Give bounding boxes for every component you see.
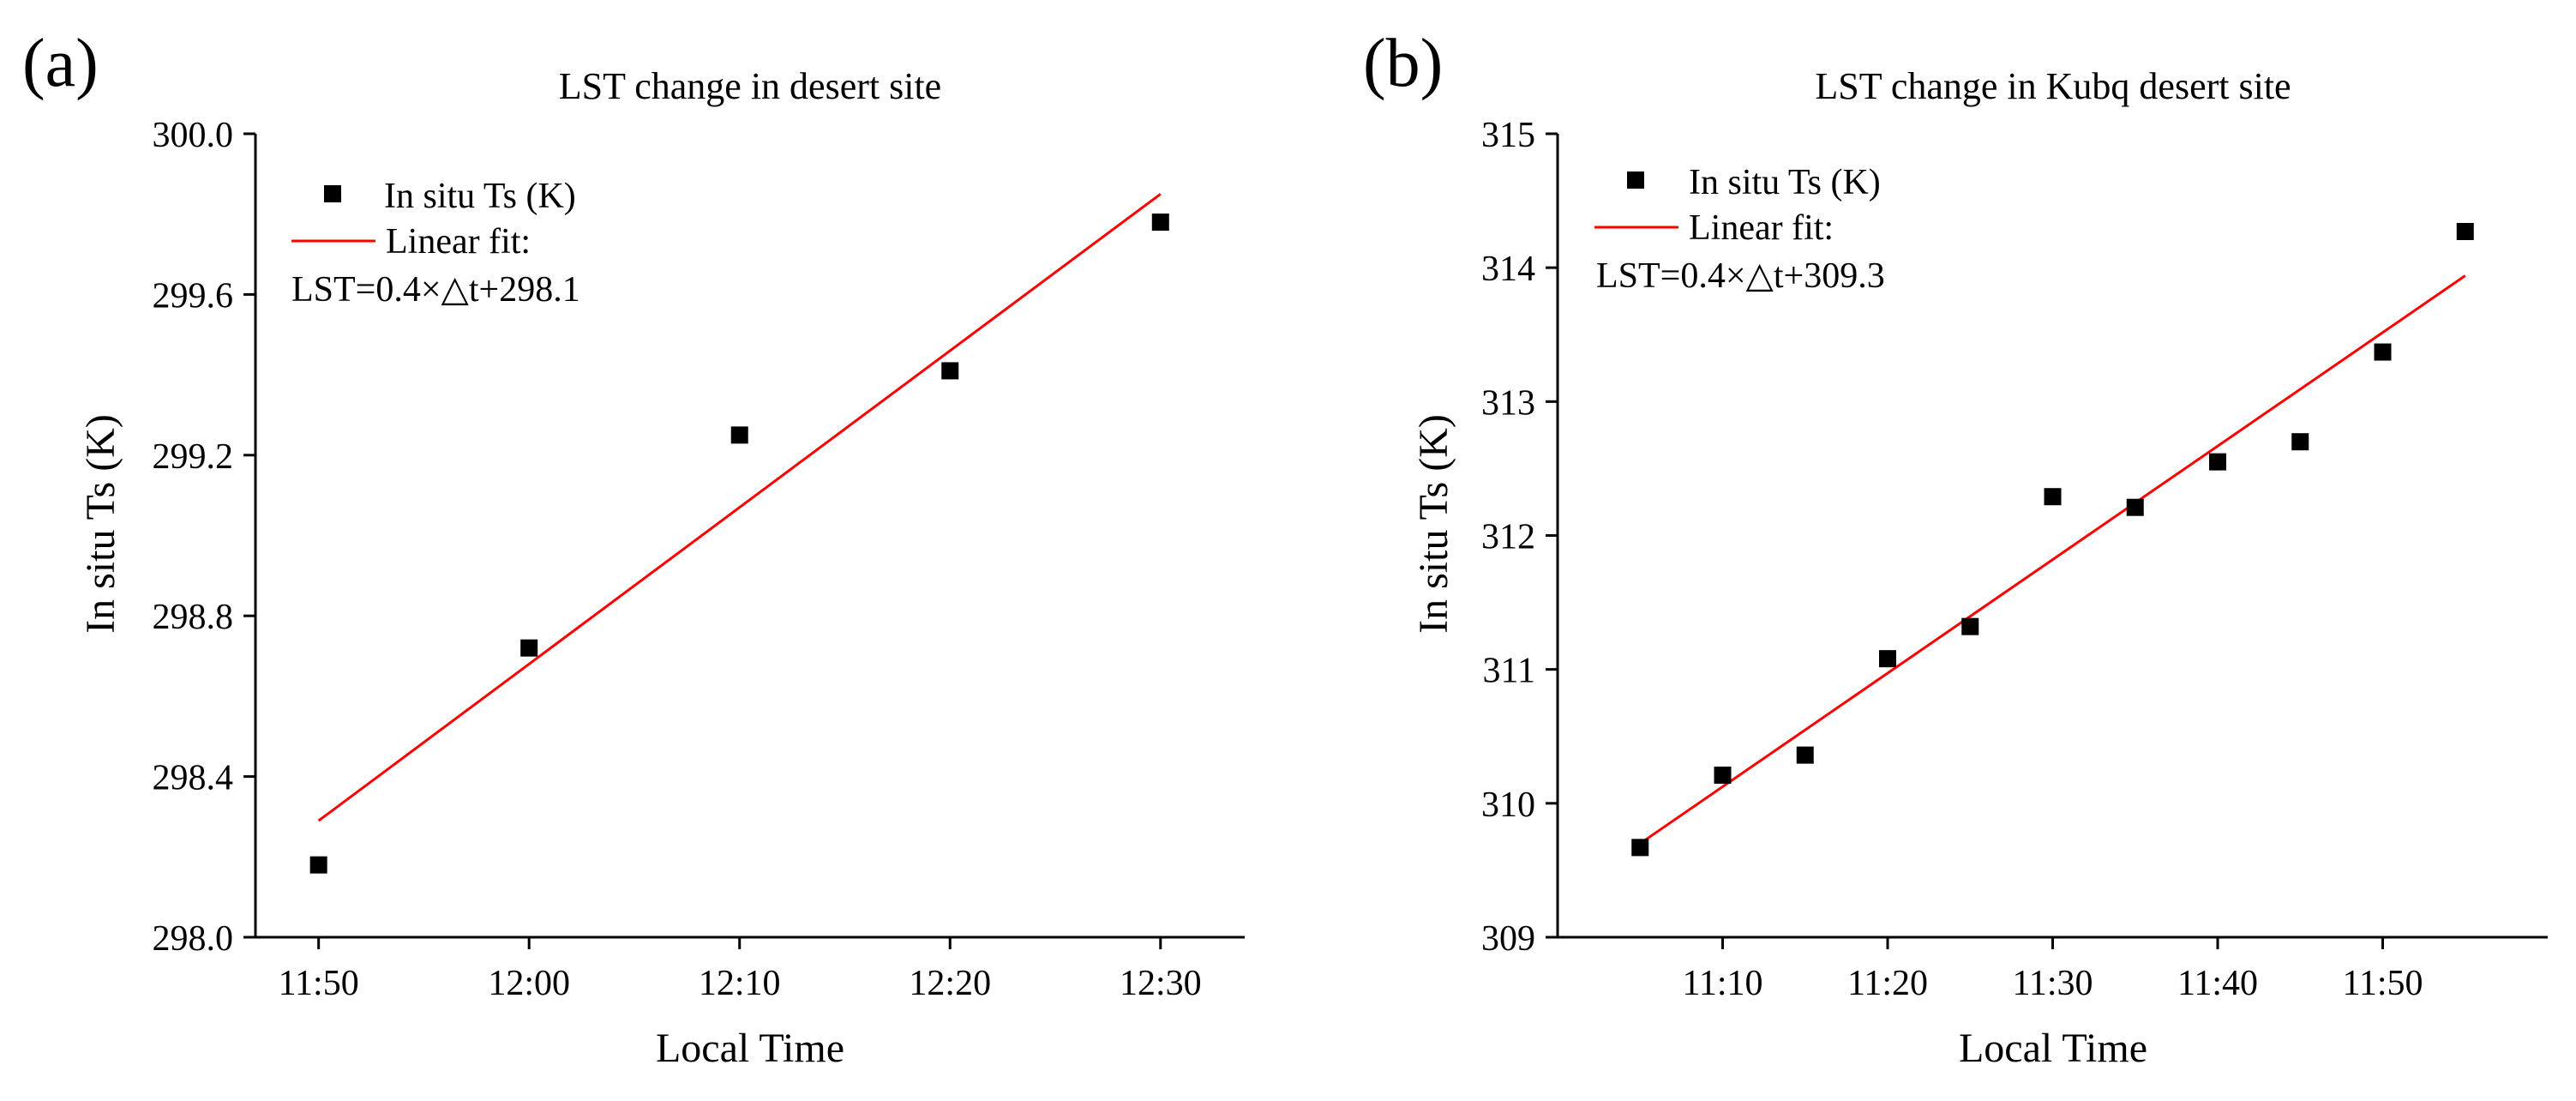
legend-equation-a: LST=0.4×△t+298.1 [291,270,580,310]
fit-line-a [317,193,1162,822]
chart-title-a: LST change in desert site [559,65,941,107]
legend-equation-b: LST=0.4×△t+309.3 [1596,256,1885,296]
x-tick-label-b: 11:20 [1847,964,1928,1003]
x-tick-label-a: 12:20 [909,964,991,1003]
fit-line-b [1639,274,2466,845]
chart-title-b: LST change in Kubq desert site [1815,65,2291,107]
legend-line-label-b: Linear fit: [1689,208,1834,248]
legend-scatter-label-b: In situ Ts (K) [1689,163,1881,202]
y-tick-label-a: 298.8 [153,598,234,637]
x-tick-label-a: 12:00 [488,964,570,1003]
x-tick-label-b: 11:30 [2012,964,2093,1003]
y-tick-label-b: 312 [1481,518,1535,557]
data-point-a [309,856,327,874]
y-tick-label-b: 309 [1481,919,1535,959]
data-point-b [2291,433,2309,451]
panel-label-a: (a) [22,26,99,101]
data-point-a [730,426,748,444]
plot-area-b: 309 310 311 312 313 314 315 11:10 11:20 11:30 11:4… [1481,116,2548,1003]
data-point-a [520,639,538,657]
data-point-b [2456,223,2474,241]
y-tick-label-b: 314 [1481,250,1535,289]
data-point-b [1796,746,1814,764]
y-tick-label-b: 313 [1481,383,1535,423]
legend-b: In situ Ts (K) Linear fit: LST=0.4×△t+30… [1594,163,1885,296]
y-axis-label-a: In situ Ts (K) [78,414,123,634]
y-tick-label-a: 299.6 [153,276,234,316]
x-tick-label-b: 11:40 [2177,964,2258,1003]
x-tick-label-b: 11:50 [2342,964,2423,1003]
data-point-b [1879,650,1896,668]
legend-a: In situ Ts (K) Linear fit: LST=0.4×△t+29… [291,177,580,310]
x-tick-label-b: 11:10 [1682,964,1762,1003]
y-tick-label-b: 311 [1483,652,1535,691]
data-point-b [1714,767,1732,785]
x-tick-label-a: 11:50 [279,964,359,1003]
legend-line-label-a: Linear fit: [386,222,531,262]
data-point-b [2126,498,2144,516]
legend-marker-square-b [1627,171,1644,189]
panel-label-b: (b) [1363,26,1443,101]
x-axis-label-b: Local Time [1959,1026,2147,1071]
x-axis-label-a: Local Time [656,1026,844,1071]
x-tick-label-a: 12:30 [1120,964,1202,1003]
y-tick-label-a: 298.4 [153,759,234,798]
y-tick-label-b: 310 [1481,785,1535,825]
y-axis-label-b: In situ Ts (K) [1411,414,1456,634]
y-tick-label-a: 299.2 [153,437,234,477]
y-tick-label-a: 298.0 [153,919,234,959]
chart-panel-b: (b) LST change in Kubq desert site Local… [1363,26,2548,1071]
data-point-b [1631,839,1649,857]
y-tick-label-a: 300.0 [153,116,234,155]
legend-scatter-label-a: In situ Ts (K) [384,177,576,216]
data-point-b [2209,453,2226,471]
data-point-b [1961,617,1979,635]
x-tick-label-a: 12:10 [699,964,781,1003]
data-point-b [2044,488,2062,506]
data-point-a [941,362,959,380]
data-point-a [1151,214,1169,232]
data-point-b [2374,343,2392,361]
legend-marker-square-a [324,185,341,202]
axes-b [1556,134,2548,939]
chart-panel-a: (a) LST change in desert site Local Time… [22,26,1245,1071]
plot-area-a: 298.0 298.4 298.8 299.2 299.6 300.0 11:50 12:00… [153,116,1245,1003]
y-tick-label-b: 315 [1481,116,1535,155]
